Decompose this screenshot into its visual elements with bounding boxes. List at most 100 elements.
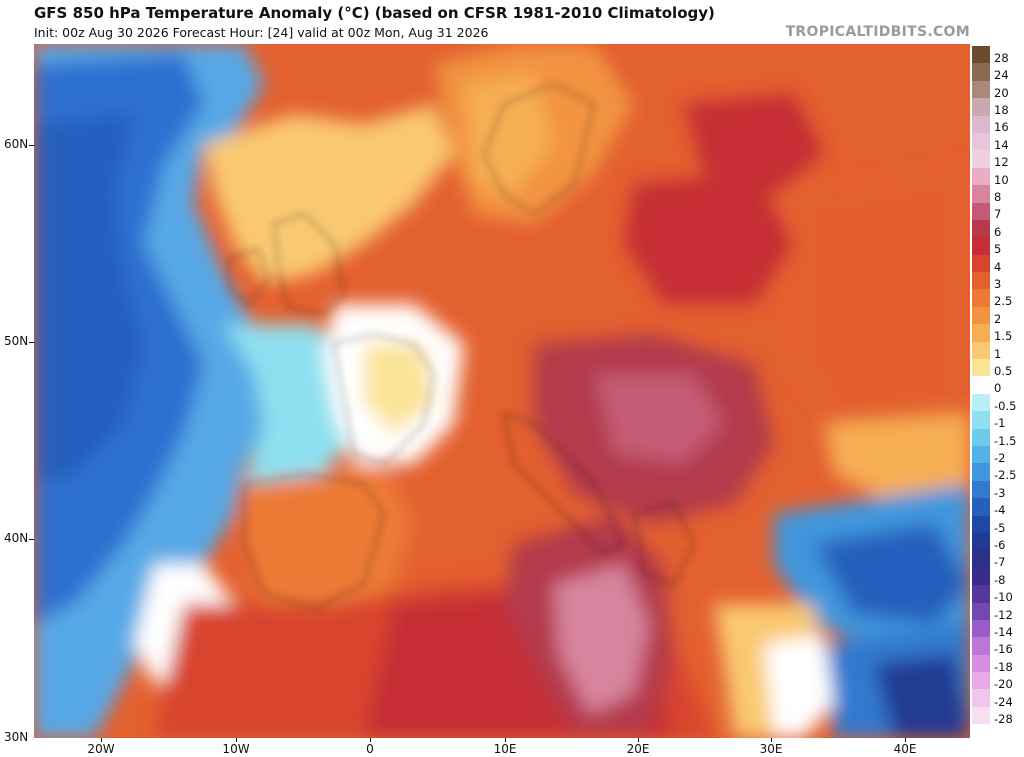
lon-tick-0 [370,738,371,742]
anomaly-colorbar [972,46,990,725]
colorbar-swatch [972,602,990,620]
colorbar-swatch [972,706,990,725]
colorbar-label: 24 [994,68,1009,83]
colorbar-label: -16 [994,642,1013,657]
colorbar-label: 3 [994,276,1002,291]
colorbar-swatch [972,689,990,707]
colorbar-swatch [972,411,990,429]
colorbar-swatch [972,219,990,238]
lon-label-0: 0 [366,742,374,756]
colorbar-swatch [972,98,990,116]
colorbar-label: 12 [994,155,1009,170]
brand-watermark[interactable]: TROPICALTIDBITS.COM [785,24,970,40]
colorbar-label: 4 [994,259,1002,274]
colorbar-swatch [972,289,990,307]
lon-label-10w: 10W [222,742,250,756]
colorbar-label: 16 [994,120,1009,135]
colorbar-swatch [972,306,990,325]
lat-tick-50n [29,342,34,343]
lat-label-60n: 60N [4,137,29,151]
colorbar-label: 6 [994,224,1002,239]
lon-label-40e: 40E [893,742,917,756]
colorbar-label: 2 [994,311,1002,326]
colorbar-swatch [972,272,990,290]
colorbar-label: -20 [994,677,1013,692]
colorbar-label: 0 [994,381,1002,396]
colorbar-label: -0.5 [994,398,1017,413]
map-subtitle: Init: 00z Aug 30 2026 Forecast Hour: [24… [34,25,489,40]
colorbar-swatch [972,115,990,133]
colorbar-label: 20 [994,85,1009,100]
colorbar-swatch [972,654,990,673]
colorbar-swatch [972,341,990,360]
colorbar-label: 28 [994,50,1009,65]
colorbar-swatch [972,428,990,446]
map-title: GFS 850 hPa Temperature Anomaly (°C) (ba… [34,4,715,22]
lon-tick-30e [771,738,772,742]
colorbar-label: -4 [994,503,1006,518]
colorbar-label: 18 [994,102,1009,117]
lat-label-50n: 50N [4,334,29,348]
colorbar-label: 14 [994,137,1009,152]
lon-label-30e: 30E [759,742,783,756]
colorbar-swatch [972,132,990,151]
colorbar-swatch [972,532,990,551]
colorbar-swatch [972,393,990,412]
colorbar-swatch [972,254,990,273]
colorbar-swatch [972,63,990,81]
colorbar-label: -24 [994,694,1013,709]
colorbar-label: 5 [994,242,1002,257]
colorbar-label: 0.5 [994,363,1013,378]
colorbar-label: 1 [994,346,1002,361]
colorbar-swatch [972,567,990,586]
colorbar-label: 10 [994,172,1009,187]
colorbar-swatch [972,80,990,99]
colorbar-swatch [972,445,990,464]
colorbar-swatch [972,550,990,568]
colorbar-label: 1.5 [994,329,1013,344]
colorbar-label: -5 [994,520,1006,535]
lon-tick-20w [101,738,102,742]
anomaly-map[interactable] [34,44,970,738]
colorbar-swatch [972,480,990,499]
colorbar-swatch [972,185,990,203]
colorbar-label: -8 [994,572,1006,587]
lat-tick-40n [29,539,34,540]
colorbar-label: -2 [994,450,1006,465]
colorbar-swatch [972,202,990,220]
colorbar-swatch [972,359,990,377]
colorbar-label: -2.5 [994,468,1017,483]
colorbar-label: -14 [994,624,1013,639]
colorbar-swatch [972,463,990,481]
colorbar-swatch [972,376,990,394]
lon-tick-20e [638,738,639,742]
colorbar-swatch [972,619,990,638]
lon-tick-40e [905,738,906,742]
colorbar-label: -10 [994,590,1013,605]
colorbar-swatch [972,46,990,64]
lat-tick-60n [29,145,34,146]
colorbar-label: -18 [994,659,1013,674]
lon-label-10e: 10E [493,742,517,756]
colorbar-label: 8 [994,189,1002,204]
colorbar-label: -7 [994,555,1006,570]
colorbar-swatch [972,324,990,342]
colorbar-label: 7 [994,207,1002,222]
colorbar-swatch [972,237,990,255]
lat-label-30n: 30N [4,730,29,744]
lon-tick-10e [505,738,506,742]
colorbar-label: -1 [994,416,1006,431]
colorbar-swatch [972,515,990,533]
colorbar-swatch [972,585,990,603]
lat-label-40n: 40N [4,531,29,545]
anomaly-field [34,44,970,738]
colorbar-swatch [972,672,990,690]
colorbar-label: 2.5 [994,294,1013,309]
lon-label-20w: 20W [87,742,115,756]
lon-tick-10w [236,738,237,742]
colorbar-swatch [972,637,990,655]
colorbar-label: -6 [994,537,1006,552]
colorbar-label: -12 [994,607,1013,622]
colorbar-label: -1.5 [994,433,1017,448]
colorbar-swatch [972,498,990,516]
